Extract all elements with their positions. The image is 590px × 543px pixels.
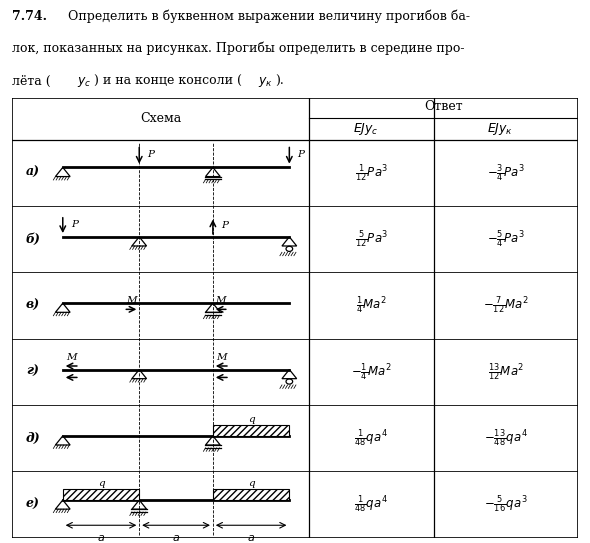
Text: $\frac{1}{12}Pa^3$: $\frac{1}{12}Pa^3$	[355, 162, 388, 184]
Text: Схема: Схема	[140, 112, 181, 125]
Text: q: q	[248, 414, 254, 424]
Text: в): в)	[26, 299, 40, 312]
Text: $a$: $a$	[247, 533, 255, 543]
Text: $-\frac{3}{4}Pa^3$: $-\frac{3}{4}Pa^3$	[487, 162, 525, 184]
Text: $\frac{13}{12}Ma^2$: $\frac{13}{12}Ma^2$	[488, 361, 524, 383]
Text: б): б)	[26, 232, 41, 245]
Text: $\frac{1}{48}qa^4$: $\frac{1}{48}qa^4$	[355, 494, 388, 515]
Text: Ответ: Ответ	[424, 100, 463, 113]
Polygon shape	[213, 425, 289, 436]
Text: а): а)	[26, 166, 40, 179]
Text: $\frac{1}{4}Ma^2$: $\frac{1}{4}Ma^2$	[356, 294, 387, 316]
Text: ) и на конце консоли (: ) и на конце консоли (	[94, 75, 242, 88]
Text: $-\frac{5}{16}qa^3$: $-\frac{5}{16}qa^3$	[484, 494, 528, 515]
Text: $-\frac{5}{4}Pa^3$: $-\frac{5}{4}Pa^3$	[487, 228, 525, 250]
Text: $EJy_c$: $EJy_c$	[353, 122, 379, 137]
Text: $-\frac{13}{48}qa^4$: $-\frac{13}{48}qa^4$	[484, 427, 528, 449]
Text: $EJy_к$: $EJy_к$	[487, 122, 513, 137]
Text: ).: ).	[275, 75, 284, 88]
Text: $y_c$: $y_c$	[77, 75, 91, 89]
Text: P: P	[71, 220, 78, 229]
Text: P: P	[221, 221, 228, 230]
Text: q: q	[98, 479, 104, 488]
Text: $a$: $a$	[172, 533, 180, 543]
Text: $-\frac{1}{4}Ma^2$: $-\frac{1}{4}Ma^2$	[351, 361, 392, 383]
Text: лёта (: лёта (	[12, 75, 51, 88]
Text: лок, показанных на рисунках. Прогибы определить в середине про-: лок, показанных на рисунках. Прогибы опр…	[12, 42, 464, 55]
Text: $\frac{1}{48}qa^4$: $\frac{1}{48}qa^4$	[355, 427, 388, 449]
Text: д): д)	[26, 432, 41, 445]
Text: $y_к$: $y_к$	[258, 75, 273, 89]
Text: P: P	[147, 150, 154, 159]
Text: $-\frac{7}{12}Ma^2$: $-\frac{7}{12}Ma^2$	[483, 294, 529, 316]
Text: $a$: $a$	[97, 533, 105, 543]
Polygon shape	[213, 489, 289, 500]
Text: M: M	[215, 296, 226, 305]
Text: $\frac{5}{12}Pa^3$: $\frac{5}{12}Pa^3$	[355, 228, 388, 250]
Polygon shape	[63, 489, 139, 500]
Text: M: M	[216, 352, 227, 362]
Text: q: q	[248, 479, 254, 488]
Text: Определить в буквенном выражении величину прогибов ба-: Определить в буквенном выражении величин…	[60, 10, 470, 23]
Text: M: M	[66, 352, 77, 362]
Text: M: M	[126, 296, 137, 305]
Text: 7.74.: 7.74.	[12, 10, 47, 23]
Text: P: P	[297, 150, 304, 159]
Text: е): е)	[26, 498, 40, 511]
Text: г): г)	[26, 365, 39, 378]
